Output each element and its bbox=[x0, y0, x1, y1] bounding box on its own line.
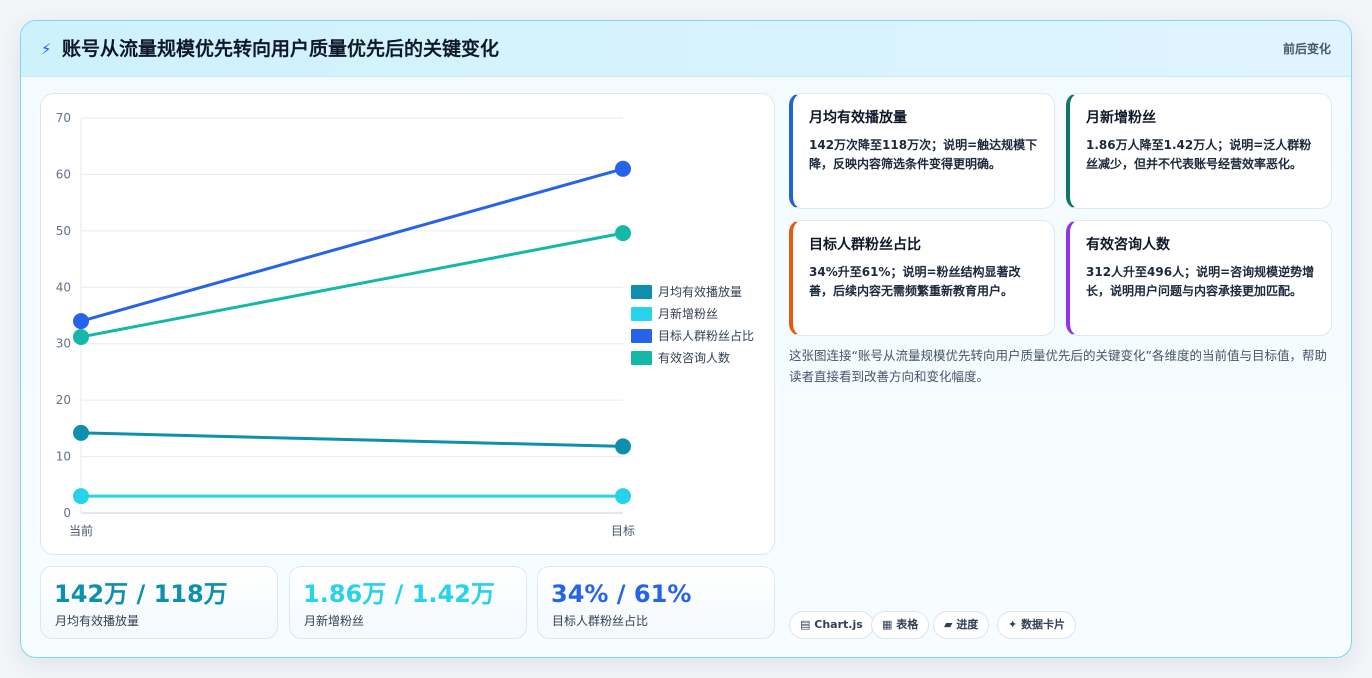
y-tick-label: 70 bbox=[56, 111, 71, 125]
stat-value: 1.86万 / 1.42万 bbox=[303, 580, 495, 608]
data-point bbox=[73, 424, 89, 441]
lightning-icon: ⚡ bbox=[41, 40, 52, 58]
legend-label: 月新增粉丝 bbox=[658, 306, 718, 321]
y-tick-label: 30 bbox=[56, 337, 71, 351]
x-tick-label: 目标 bbox=[611, 524, 635, 538]
dashboard-panel: ⚡ 账号从流量规模优先转向用户质量优先后的关键变化 前后变化 0 10 20 30 40… bbox=[20, 20, 1352, 658]
chip-label: 进度 bbox=[956, 618, 979, 631]
series-line bbox=[79, 431, 625, 448]
line-chart-card: 0 10 20 30 40 50 60 70 当前 目标 月均有效播放量 月新增粉丝目标人群粉丝占比有… bbox=[40, 93, 775, 555]
y-tick-label: 50 bbox=[56, 224, 71, 238]
legend-swatch bbox=[631, 285, 652, 299]
x-tick-label: 当前 bbox=[69, 523, 93, 538]
chart-note: 这张图连接“账号从流量规模优先转向用户质量优先后的关键变化”各维度的当前值与目标… bbox=[789, 348, 1327, 384]
panel-header: ⚡ 账号从流量规模优先转向用户质量优先后的关键变化 前后变化 bbox=[21, 21, 1351, 77]
legend-swatch bbox=[631, 351, 652, 365]
metric-card-inquiries: 有效咨询人数 312人升至496人；说明=咨询规模逆势增长，说明用户问题与内容承… bbox=[1066, 220, 1332, 336]
metric-card-target-ratio: 目标人群粉丝占比 34%升至61%；说明=粉丝结构显著改善，后续内容无需频繁重新… bbox=[789, 220, 1055, 336]
data-point bbox=[615, 160, 631, 177]
progress-icon: ▰ bbox=[944, 618, 953, 631]
chip-label: 数据卡片 bbox=[1021, 618, 1066, 631]
legend-label: 有效咨询人数 bbox=[658, 350, 730, 365]
metric-card-followers: 月新增粉丝 1.86万人降至1.42万人；说明=泛人群粉丝减少，但并不代表账号经… bbox=[1066, 93, 1332, 209]
metric-card-body: 34%升至61%；说明=粉丝结构显著改善，后续内容无需频繁重新教育用户。 bbox=[809, 265, 1021, 298]
metric-card-plays: 月均有效播放量 142万次降至118万次；说明=触达规模下降，反映内容筛选条件变… bbox=[789, 93, 1055, 209]
series-line bbox=[79, 231, 625, 339]
data-point bbox=[615, 438, 631, 455]
metric-card-title: 月新增粉丝 bbox=[1086, 110, 1156, 126]
stat-card-plays: 142万 / 118万 月均有效播放量 bbox=[40, 566, 278, 639]
y-tick-label: 20 bbox=[56, 393, 71, 407]
stat-value: 142万 / 118万 bbox=[54, 580, 228, 608]
header-tag: 前后变化 bbox=[1282, 42, 1331, 56]
series-line bbox=[79, 167, 625, 323]
legend-label: 目标人群粉丝占比 bbox=[658, 328, 754, 343]
chip-chartjs[interactable]: ▤ Chart.js bbox=[789, 611, 874, 639]
chip-label: Chart.js bbox=[814, 618, 863, 631]
chart-icon: ▤ bbox=[800, 618, 811, 631]
legend-swatch bbox=[631, 329, 652, 343]
legend-swatch bbox=[631, 307, 652, 321]
metric-card-title: 目标人群粉丝占比 bbox=[809, 237, 921, 253]
legend-label: 月均有效播放量 bbox=[658, 284, 742, 299]
y-tick-label: 0 bbox=[63, 506, 71, 520]
chip-label: 表格 bbox=[896, 618, 919, 631]
chip-table[interactable]: ▦ 表格 bbox=[871, 611, 930, 639]
stat-label: 目标人群粉丝占比 bbox=[552, 614, 649, 628]
data-point bbox=[615, 225, 631, 242]
table-icon: ▦ bbox=[882, 618, 893, 631]
chip-data-card[interactable]: ✦ 数据卡片 bbox=[997, 611, 1077, 639]
data-point bbox=[73, 313, 89, 330]
data-point bbox=[615, 488, 631, 505]
y-tick-label: 10 bbox=[56, 450, 71, 464]
line-chart: 0 10 20 30 40 50 60 70 当前 目标 月均有效播放量月新增粉丝目标人群粉丝占比有… bbox=[56, 111, 754, 538]
y-tick-label: 40 bbox=[56, 280, 71, 294]
stat-value: 34% / 61% bbox=[551, 580, 692, 608]
metric-card-title: 月均有效播放量 bbox=[809, 110, 907, 126]
page-title: 账号从流量规模优先转向用户质量优先后的关键变化 bbox=[62, 38, 500, 60]
stat-label: 月均有效播放量 bbox=[55, 614, 140, 628]
metric-card-body: 142万次降至118万次；说明=触达规模下降，反映内容筛选条件变得更明确。 bbox=[809, 138, 1038, 171]
sparkle-icon: ✦ bbox=[1008, 618, 1018, 631]
metric-card-title: 有效咨询人数 bbox=[1086, 237, 1170, 253]
chip-progress[interactable]: ▰ 进度 bbox=[933, 611, 990, 639]
metric-card-body: 312人升至496人；说明=咨询规模逆势增长，说明用户问题与内容承接更加匹配。 bbox=[1086, 265, 1315, 298]
y-tick-label: 60 bbox=[56, 167, 71, 181]
stat-card-target-ratio: 34% / 61% 目标人群粉丝占比 bbox=[537, 566, 775, 639]
data-point bbox=[73, 328, 89, 345]
metric-card-body: 1.86万人降至1.42万人；说明=泛人群粉丝减少，但并不代表账号经营效率恶化。 bbox=[1086, 138, 1312, 171]
data-point bbox=[73, 488, 89, 505]
stat-label: 月新增粉丝 bbox=[304, 614, 365, 628]
stat-card-followers: 1.86万 / 1.42万 月新增粉丝 bbox=[289, 566, 527, 639]
